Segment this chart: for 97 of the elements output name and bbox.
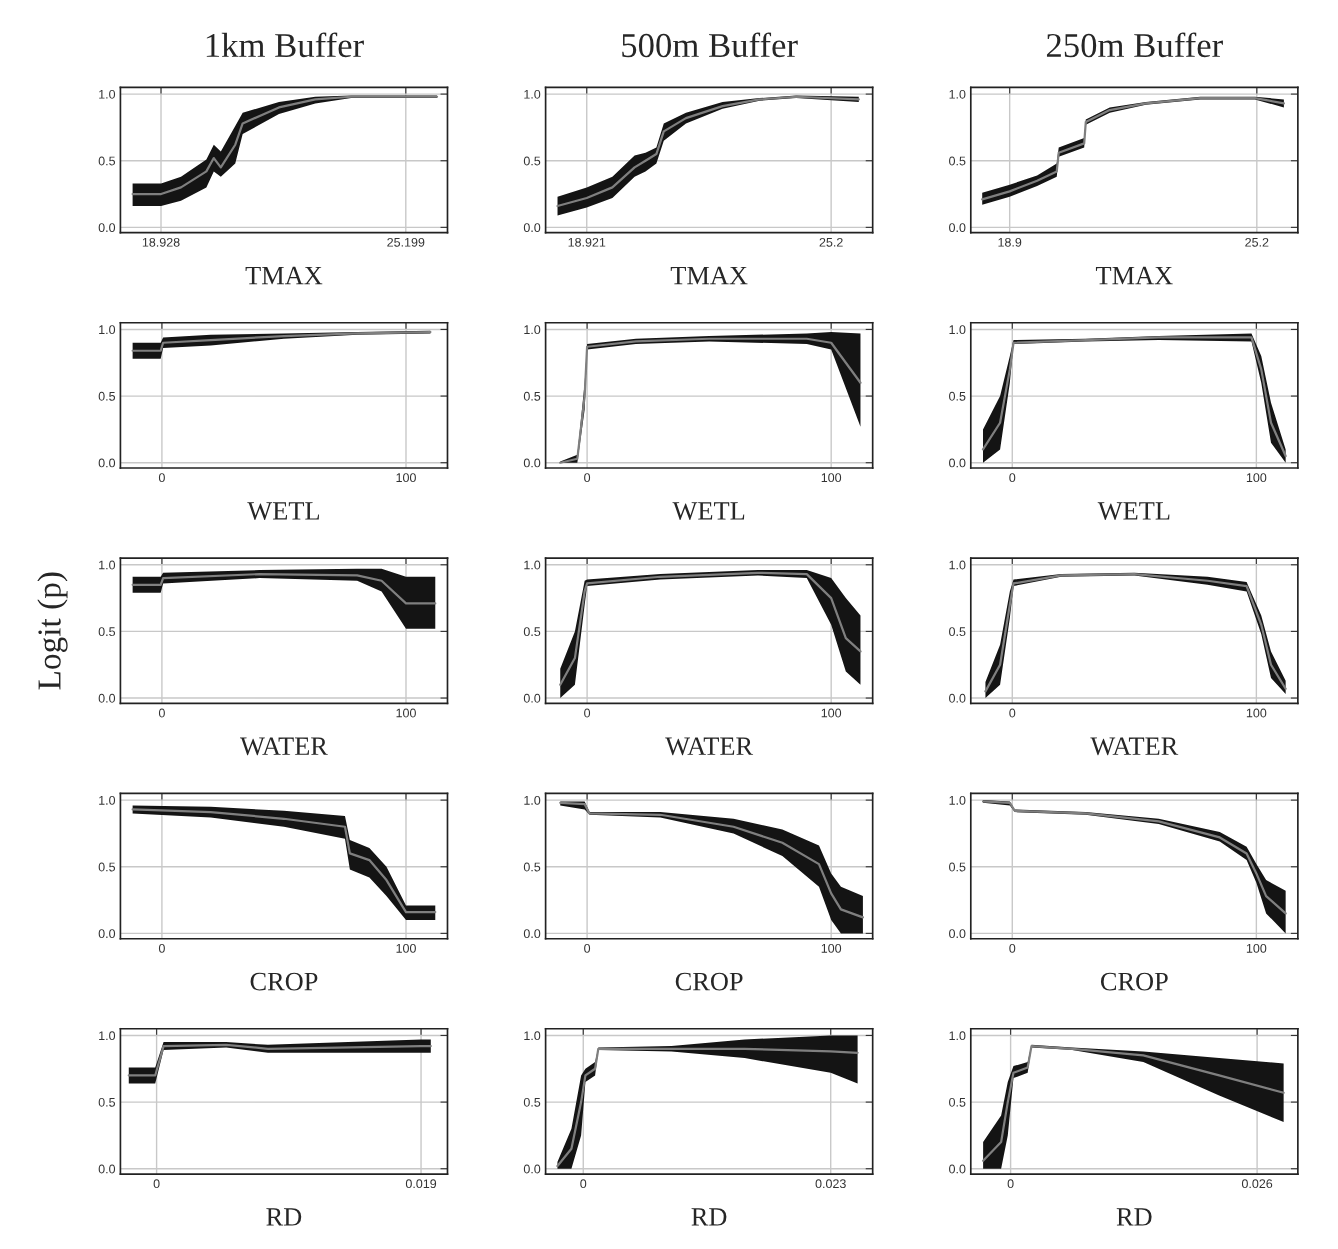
- y-tick-label: 1.0: [99, 1031, 116, 1041]
- y-tick-label: 1.0: [949, 795, 966, 805]
- y-tick-label: 0.0: [98, 1164, 116, 1174]
- x-tick-label: 18.921: [568, 237, 606, 247]
- x-tick-label: 0: [584, 943, 591, 953]
- y-tick-label: 1.0: [99, 325, 116, 335]
- y-tick-label: 0.0: [949, 458, 966, 468]
- x-axis-title: RD: [691, 1208, 727, 1226]
- x-axis-title: TMAX: [670, 266, 748, 285]
- x-axis-title: RD: [1116, 1208, 1152, 1226]
- x-tick-label: 100: [821, 708, 842, 718]
- x-tick-label: 0.026: [1241, 1179, 1273, 1189]
- x-tick-label: 0: [158, 473, 165, 483]
- y-axis-title: Logit (p): [37, 572, 68, 690]
- x-axis-title: WATER: [1090, 737, 1179, 756]
- y-tick-label: 0.5: [98, 862, 116, 872]
- x-tick-label: 18.928: [142, 237, 180, 247]
- x-axis-title: RD: [266, 1208, 302, 1226]
- x-tick-label: 0: [1009, 943, 1016, 953]
- y-tick-label: 0.0: [949, 1164, 966, 1174]
- y-tick-label: 0.5: [949, 156, 966, 166]
- x-tick-label: 100: [396, 473, 416, 483]
- x-axis-title: WETL: [247, 502, 319, 520]
- y-tick-label: 0.0: [949, 929, 966, 939]
- y-tick-label: 1.0: [524, 1031, 541, 1041]
- y-tick-label: 0.0: [98, 458, 116, 468]
- y-tick-label: 1.0: [524, 560, 541, 570]
- y-tick-label: 0.5: [523, 627, 541, 637]
- y-tick-label: 1.0: [949, 89, 966, 99]
- y-tick-label: 0.0: [949, 693, 966, 703]
- y-tick-label: 0.0: [98, 693, 116, 703]
- x-tick-label: 18.9: [998, 237, 1022, 247]
- x-axis-title: CROP: [250, 972, 318, 991]
- x-tick-label: 25.2: [819, 237, 843, 247]
- y-tick-label: 1.0: [949, 325, 966, 335]
- x-tick-label: 100: [1246, 943, 1267, 953]
- x-tick-label: 25.2: [1245, 237, 1269, 247]
- y-tick-label: 0.0: [523, 223, 541, 233]
- chart-title: 1km Buffer: [206, 32, 364, 58]
- x-tick-label: 0: [584, 473, 591, 483]
- y-tick-label: 0.5: [98, 1097, 116, 1107]
- x-axis-title: CROP: [675, 972, 743, 991]
- y-tick-label: 1.0: [99, 560, 116, 570]
- y-tick-label: 1.0: [524, 89, 541, 99]
- x-tick-label: 0.019: [405, 1179, 437, 1189]
- y-tick-label: 0.5: [523, 862, 541, 872]
- x-tick-label: 0: [1007, 1179, 1014, 1189]
- y-tick-label: 1.0: [949, 560, 966, 570]
- x-tick-label: 0: [153, 1179, 160, 1189]
- x-tick-label: 0: [1009, 473, 1016, 483]
- y-tick-label: 0.5: [523, 1097, 541, 1107]
- y-tick-label: 1.0: [949, 1031, 966, 1041]
- x-tick-label: 25.199: [387, 237, 425, 247]
- y-tick-label: 0.0: [949, 223, 966, 233]
- line-series: [131, 572, 437, 605]
- y-tick-label: 0.5: [523, 156, 541, 166]
- x-tick-label: 0: [1009, 708, 1016, 718]
- x-axis-title: CROP: [1100, 972, 1168, 991]
- line-series: [127, 1043, 432, 1077]
- x-tick-label: 0: [158, 943, 165, 953]
- y-tick-label: 0.5: [98, 391, 116, 401]
- x-axis-title: WATER: [240, 737, 328, 756]
- y-tick-label: 0.5: [98, 627, 116, 637]
- y-tick-label: 0.5: [949, 862, 966, 872]
- y-tick-label: 0.5: [949, 1097, 966, 1107]
- x-tick-label: 100: [821, 473, 842, 483]
- x-axis-title: WETL: [672, 502, 745, 520]
- y-tick-label: 1.0: [99, 795, 116, 805]
- y-tick-label: 0.5: [949, 627, 966, 637]
- y-tick-label: 0.5: [98, 156, 116, 166]
- x-tick-label: 100: [396, 708, 416, 718]
- x-tick-label: 100: [396, 943, 416, 953]
- y-tick-label: 0.0: [98, 929, 116, 939]
- x-tick-label: 100: [821, 943, 842, 953]
- x-tick-label: 100: [1246, 708, 1267, 718]
- y-tick-label: 0.5: [949, 391, 966, 401]
- y-tick-label: 0.0: [523, 929, 541, 939]
- x-tick-label: 0.023: [815, 1179, 846, 1189]
- x-axis-title: WATER: [665, 737, 754, 756]
- x-tick-label: 100: [1246, 473, 1267, 483]
- x-axis-title: TMAX: [245, 266, 323, 285]
- y-tick-label: 0.0: [523, 458, 541, 468]
- y-tick-label: 0.0: [98, 223, 116, 233]
- y-tick-label: 1.0: [99, 89, 116, 99]
- y-tick-label: 1.0: [524, 795, 541, 805]
- x-axis-title: WETL: [1097, 502, 1170, 520]
- chart-title: 250m Buffer: [1046, 32, 1223, 58]
- chart-title: 500m Buffer: [622, 32, 798, 58]
- y-tick-label: 0.5: [523, 391, 541, 401]
- y-tick-label: 0.0: [523, 693, 541, 703]
- line-series: [131, 330, 432, 352]
- x-axis-title: TMAX: [1095, 266, 1173, 285]
- y-tick-label: 0.0: [523, 1164, 541, 1174]
- x-tick-label: 0: [580, 1179, 587, 1189]
- x-tick-label: 0: [158, 708, 165, 718]
- y-tick-label: 1.0: [524, 325, 541, 335]
- x-tick-label: 0: [584, 708, 591, 718]
